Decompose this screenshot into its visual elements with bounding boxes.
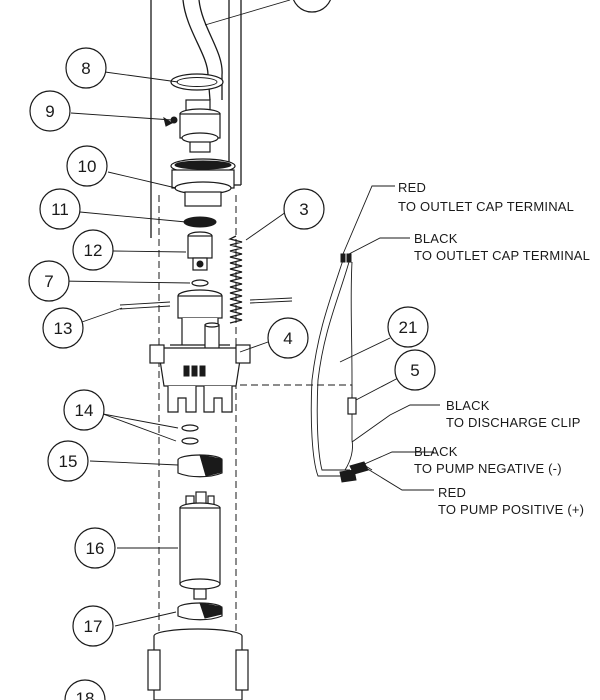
wire-label-red-pump-positive-line2: TO PUMP POSITIVE (+) (438, 502, 584, 517)
part-15-isolator (177, 454, 223, 478)
callout-circle-8: 8 (65, 47, 107, 89)
callout-circle-10: 10 (66, 145, 108, 187)
callout-circle-21: 21 (387, 306, 429, 348)
callout-label-13: 13 (54, 319, 73, 338)
callout-label-21: 21 (399, 318, 418, 337)
callout-label-5: 5 (410, 361, 419, 380)
wire-label-black-pump-negative-line2: TO PUMP NEGATIVE (-) (414, 461, 562, 476)
fuel-hose (182, 0, 223, 101)
wire-label-black-outlet-line2: TO OUTLET CAP TERMINAL (414, 248, 590, 263)
part-3-spring (228, 235, 243, 324)
part-18-strainer-housing (147, 628, 249, 700)
part-9-outlet-fitting (170, 99, 221, 153)
part-14-washers (181, 424, 199, 445)
wire-label-black-outlet-line1: BLACK (414, 231, 458, 246)
callout-label-4: 4 (283, 329, 292, 348)
callout-circle-5: 5 (394, 349, 436, 391)
callout-circle-11: 11 (39, 188, 81, 230)
part-13-wire (119, 297, 293, 310)
wire-label-red-outlet-line1: RED (398, 180, 426, 195)
callout-label-14: 14 (75, 401, 94, 420)
wire-label-red-outlet-line2: TO OUTLET CAP TERMINAL (398, 199, 574, 214)
part-17-lower-isolator (177, 602, 223, 621)
wire-label-red-pump-positive-line1: RED (438, 485, 466, 500)
callout-label-15: 15 (59, 452, 78, 471)
assembly-center-lines (158, 195, 353, 700)
callout-label-11: 11 (51, 200, 69, 219)
callout-circle-7: 7 (28, 260, 70, 302)
callout-circle-12: 12 (72, 229, 114, 271)
wire-label-black-pump-negative-line1: BLACK (414, 444, 458, 459)
callout-circle-cropped-top (293, 0, 331, 13)
callout-label-8: 8 (81, 59, 90, 78)
callout-circle-17: 17 (72, 605, 114, 647)
tube-outline (150, 0, 242, 238)
callout-label-17: 17 (84, 617, 103, 636)
callout-circle-4: 4 (267, 317, 309, 359)
part-16-fuel-pump (179, 491, 221, 600)
part-10-outlet-cap (170, 158, 236, 207)
callout-group: 8 9 10 11 3 12 7 13 (28, 47, 436, 700)
wire-leader-lines (342, 185, 440, 491)
wire-label-black-discharge-line1: BLACK (446, 398, 490, 413)
wire-labels: RED TO OUTLET CAP TERMINAL BLACK TO OUTL… (398, 180, 590, 517)
callout-label-12: 12 (84, 241, 103, 260)
part-11-o-ring (183, 216, 217, 228)
wire-label-black-discharge-line2: TO DISCHARGE CLIP (446, 415, 581, 430)
callout-label-9: 9 (45, 102, 54, 121)
callout-circle-14: 14 (63, 389, 105, 431)
callout-label-10: 10 (78, 157, 97, 176)
part-7-small-o-ring (191, 279, 209, 287)
callout-circle-18: 18 (64, 679, 106, 700)
callout-leader-lines (58, 0, 401, 627)
callout-circle-15: 15 (47, 440, 89, 482)
part-8-hose-clamp (170, 73, 224, 91)
part-12-check-valve (187, 231, 213, 271)
callout-label-3: 3 (299, 200, 308, 219)
callout-circle-13: 13 (42, 307, 84, 349)
callout-circle-16: 16 (74, 527, 116, 569)
wiring-harness (310, 253, 373, 483)
part-4-pump-bracket (149, 289, 251, 413)
callout-label-16: 16 (86, 539, 105, 558)
callout-circle-9: 9 (29, 90, 71, 132)
callout-label-18: 18 (76, 689, 95, 700)
callout-label-7: 7 (44, 272, 53, 291)
callout-circle-3: 3 (283, 188, 325, 230)
